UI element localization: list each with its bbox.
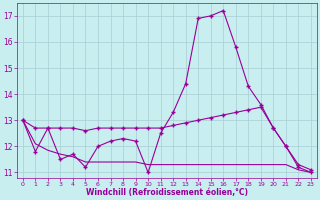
X-axis label: Windchill (Refroidissement éolien,°C): Windchill (Refroidissement éolien,°C) bbox=[86, 188, 248, 197]
